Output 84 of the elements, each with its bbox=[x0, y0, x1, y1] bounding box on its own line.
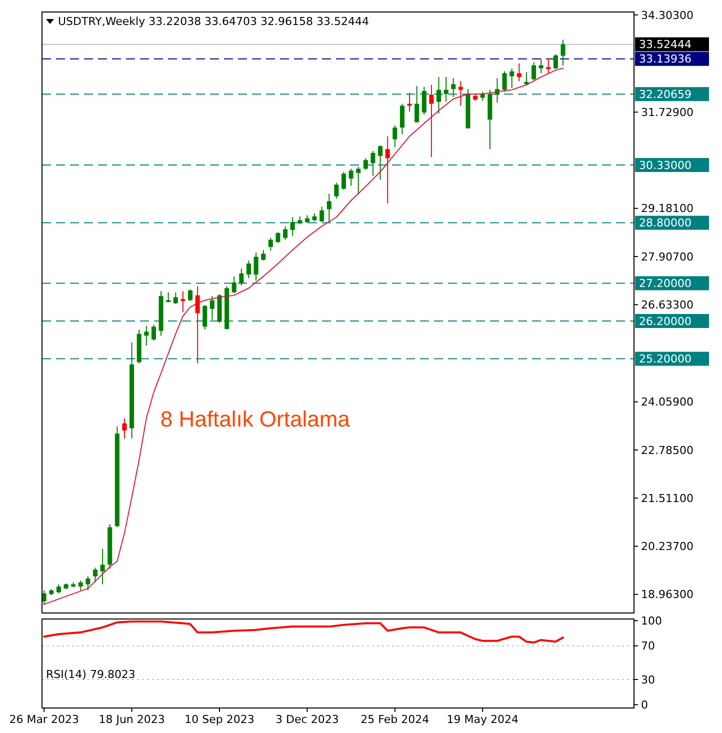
candlestick bbox=[188, 288, 193, 302]
line-series bbox=[43, 620, 564, 644]
candlestick bbox=[210, 296, 214, 320]
y-tick-label: 34.30300 bbox=[641, 8, 694, 22]
y-tick-label: 30 bbox=[641, 673, 655, 686]
candlestick bbox=[326, 193, 332, 223]
candlestick bbox=[451, 78, 456, 98]
candlestick bbox=[510, 68, 514, 88]
candlestick bbox=[392, 124, 398, 148]
candlestick bbox=[538, 58, 544, 74]
chart-title: USDTRY,Weekly 33.22038 33.64703 32.96158 33.52444 bbox=[58, 15, 370, 28]
y-tick-label: 26.63300 bbox=[641, 298, 694, 312]
candlestick bbox=[370, 150, 376, 176]
y-tick-label: 27.90700 bbox=[641, 250, 694, 264]
x-tick-label: 25 Feb 2024 bbox=[360, 713, 430, 726]
y-tick-label: 100 bbox=[641, 614, 662, 628]
candlestick bbox=[290, 216, 295, 237]
candlestick bbox=[334, 182, 339, 200]
line-series bbox=[44, 68, 564, 605]
candlestick bbox=[516, 62, 522, 82]
x-tick-label: 18 Jun 2023 bbox=[98, 713, 165, 726]
candlestick bbox=[502, 70, 507, 92]
text: RSI(14) 79.8023 bbox=[46, 668, 136, 681]
candlestick bbox=[378, 144, 383, 180]
candlestick bbox=[532, 62, 536, 80]
candlestick bbox=[56, 584, 61, 594]
x-tick-label: 19 May 2024 bbox=[446, 713, 518, 726]
x-tick-label: 26 Mar 2023 bbox=[9, 713, 79, 726]
ref-line-label: 25.20000 bbox=[639, 352, 692, 366]
candlestick bbox=[458, 80, 463, 106]
candlestick bbox=[232, 276, 236, 294]
candlestick bbox=[92, 567, 98, 583]
ref-line-label: 28.80000 bbox=[639, 216, 692, 230]
candlestick bbox=[202, 304, 208, 330]
x-tick-label: 3 Dec 2023 bbox=[276, 713, 339, 726]
candlestick bbox=[444, 76, 448, 102]
candlestick bbox=[122, 418, 127, 439]
candlestick bbox=[276, 232, 280, 244]
candlestick bbox=[400, 103, 404, 135]
candlestick bbox=[348, 168, 354, 186]
ref-line-label: 26.20000 bbox=[639, 314, 692, 328]
y-tick-label: 21.51100 bbox=[641, 492, 694, 505]
annotation: 8 Haftalık Ortalama bbox=[160, 406, 351, 432]
ref-line-label: 27.20000 bbox=[639, 277, 692, 290]
candlestick bbox=[246, 260, 251, 279]
candlestick bbox=[341, 171, 346, 190]
candlestick bbox=[553, 54, 558, 70]
candlestick bbox=[42, 590, 46, 606]
candlestick bbox=[261, 249, 266, 262]
candlestick bbox=[283, 226, 288, 240]
candlestick bbox=[268, 237, 273, 252]
candlestick bbox=[414, 86, 420, 123]
candlestick bbox=[86, 576, 90, 591]
y-tick-label: 18.96300 bbox=[641, 588, 694, 602]
candlestick bbox=[320, 206, 324, 223]
candlestick bbox=[422, 86, 426, 116]
candlestick bbox=[195, 286, 200, 364]
candlestick bbox=[254, 252, 258, 282]
y-tick-label: 70 bbox=[641, 640, 655, 653]
candlestick bbox=[100, 548, 105, 585]
candlestick bbox=[144, 325, 149, 346]
candlestick bbox=[436, 76, 442, 114]
ref-line-label: 32.20659 bbox=[639, 88, 692, 101]
y-tick-label: 20.23700 bbox=[641, 540, 694, 554]
y-tick-label: 0 bbox=[641, 698, 648, 712]
y-tick-label: 24.05900 bbox=[641, 396, 694, 409]
candlestick bbox=[546, 58, 551, 74]
candlestick bbox=[151, 324, 156, 342]
y-tick-label: 31.72900 bbox=[641, 106, 694, 119]
ref-line-label: 33.52444 bbox=[639, 38, 692, 52]
candlestick bbox=[560, 39, 566, 66]
candlestick bbox=[78, 580, 83, 591]
ref-line-label: 30.33000 bbox=[639, 158, 692, 172]
candlestick bbox=[173, 292, 178, 304]
y-tick-label: 29.18100 bbox=[641, 202, 694, 216]
y-tick-label: 22.78500 bbox=[641, 444, 694, 457]
ref-line-label: 33.13936 bbox=[639, 52, 692, 66]
candlestick bbox=[429, 84, 434, 158]
candlestick bbox=[239, 268, 244, 286]
candlestick bbox=[363, 158, 368, 170]
x-tick-label: 10 Sep 2023 bbox=[184, 713, 254, 726]
candlestick bbox=[180, 290, 186, 312]
candlestick bbox=[385, 136, 390, 204]
candlestick bbox=[356, 166, 361, 195]
